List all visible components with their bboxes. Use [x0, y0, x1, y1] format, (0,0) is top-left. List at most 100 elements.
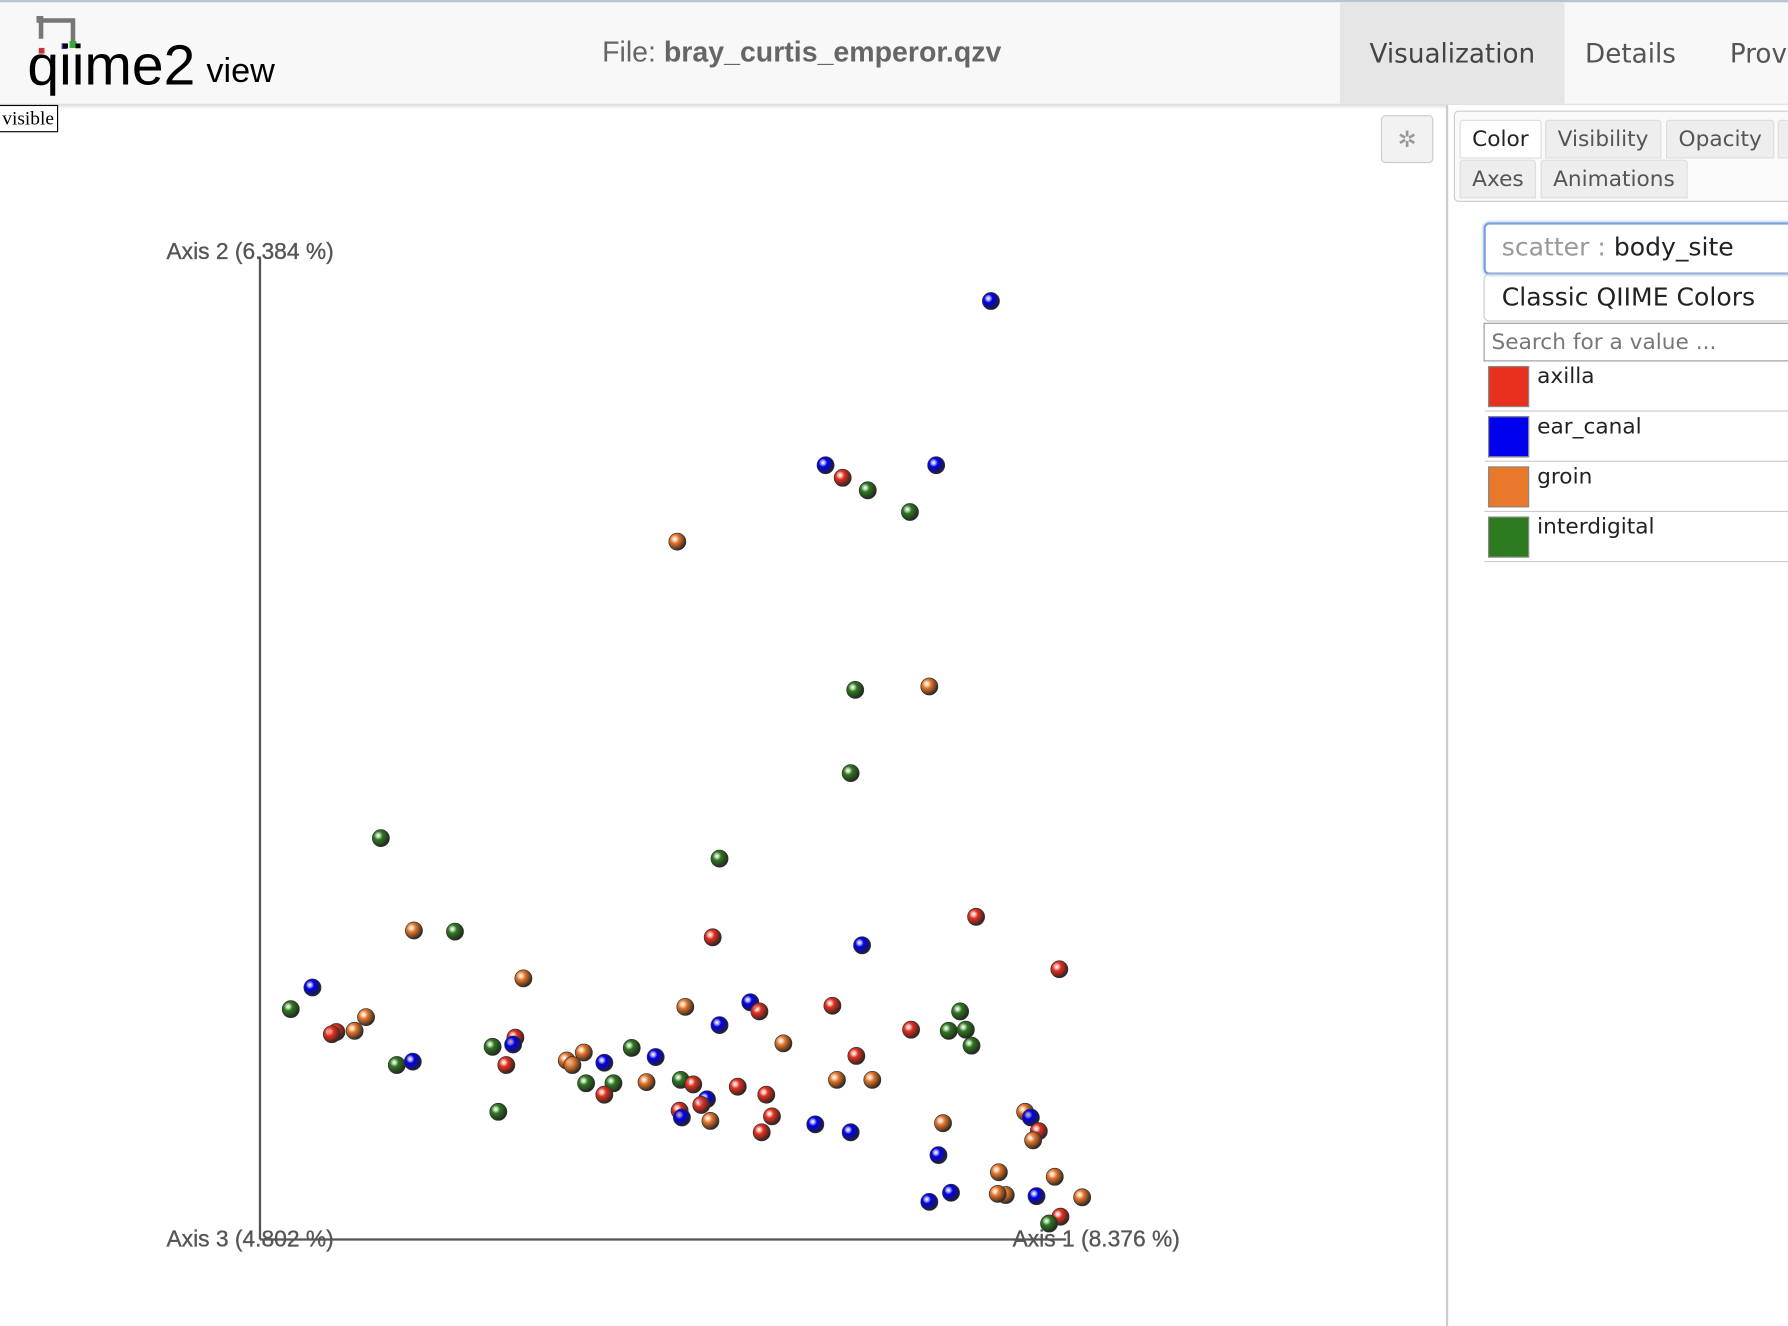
sample-point[interactable] [929, 1146, 948, 1165]
header: qiime2 view File: bray_curtis_emperor.qz… [0, 0, 1788, 105]
sample-point[interactable] [1024, 1131, 1043, 1150]
sample-point[interactable] [692, 1096, 711, 1114]
sample-point[interactable] [577, 1074, 596, 1093]
sample-point[interactable] [846, 680, 865, 699]
sample-point[interactable] [281, 1000, 300, 1019]
sample-point[interactable] [990, 1163, 1008, 1182]
sample-point[interactable] [901, 503, 919, 521]
sample-point[interactable] [489, 1102, 508, 1121]
sample-point[interactable] [863, 1070, 882, 1089]
sample-point[interactable] [853, 936, 871, 955]
sample-point[interactable] [595, 1053, 614, 1072]
tab[interactable]: Prov [1729, 39, 1787, 70]
colormap-select[interactable]: Classic QIIME Colors [1483, 273, 1788, 322]
sample-point[interactable] [774, 1034, 793, 1053]
sample-point[interactable] [1045, 1167, 1064, 1186]
sample-point[interactable] [497, 1056, 516, 1074]
sample-point[interactable] [637, 1073, 656, 1092]
legend-swatch[interactable] [1488, 466, 1530, 508]
sample-point[interactable] [763, 1107, 781, 1126]
sample-point[interactable] [345, 1021, 364, 1040]
legend-swatch[interactable] [1488, 416, 1530, 458]
sample-point[interactable] [1073, 1188, 1092, 1207]
sample-point[interactable] [967, 907, 985, 926]
sample-point[interactable] [684, 1075, 703, 1094]
settings-button[interactable]: ✲ [1380, 115, 1434, 164]
sample-point[interactable] [920, 677, 939, 696]
panel-tab[interactable]: Animations [1540, 159, 1688, 199]
sample-point[interactable] [446, 922, 464, 941]
sample-point[interactable] [757, 1085, 776, 1104]
sample-point[interactable] [673, 1108, 691, 1127]
sample-point[interactable] [841, 1123, 860, 1142]
tab[interactable]: Details [1585, 39, 1676, 70]
sample-point[interactable] [303, 978, 322, 997]
sample-point[interactable] [934, 1114, 952, 1133]
sample-point[interactable] [703, 928, 722, 947]
sample-point[interactable] [1050, 960, 1069, 979]
sample-point[interactable] [816, 456, 835, 475]
sample-point[interactable] [828, 1070, 846, 1089]
sample-point[interactable] [646, 1048, 665, 1066]
legend-swatch[interactable] [1488, 366, 1530, 408]
sample-point[interactable] [1027, 1187, 1046, 1206]
sample-point[interactable] [405, 921, 423, 940]
sample-point[interactable] [858, 481, 877, 500]
sample-point[interactable] [752, 1123, 771, 1142]
sample-point[interactable] [676, 997, 695, 1016]
panel-tab[interactable]: Axes [1459, 159, 1537, 199]
sample-point[interactable] [322, 1025, 341, 1044]
sample-point[interactable] [595, 1085, 614, 1104]
sample-point[interactable] [902, 1020, 920, 1039]
sample-point[interactable] [668, 532, 687, 551]
sample-point[interactable] [728, 1077, 747, 1096]
tab[interactable]: Visualization [1339, 2, 1565, 104]
sample-point[interactable] [927, 456, 946, 475]
sample-point[interactable] [403, 1052, 422, 1071]
legend-label: axilla [1537, 363, 1595, 389]
panel-tab[interactable]: Visibility [1545, 119, 1662, 159]
sample-point[interactable] [357, 1008, 375, 1027]
sample-point[interactable] [833, 468, 852, 487]
legend-swatch[interactable] [1488, 516, 1530, 558]
sample-point[interactable] [483, 1037, 502, 1056]
legend-item[interactable]: ear_canal [1484, 412, 1788, 462]
sample-point[interactable] [806, 1115, 825, 1134]
sample-point[interactable] [750, 1002, 769, 1021]
sample-point[interactable] [1040, 1214, 1058, 1233]
sample-point[interactable] [574, 1043, 593, 1062]
sample-point[interactable] [504, 1035, 523, 1054]
sample-point[interactable] [951, 1002, 970, 1021]
sample-point[interactable] [823, 996, 842, 1015]
sample-point[interactable] [514, 969, 533, 988]
file-title: File: bray_curtis_emperor.qzv [602, 36, 1001, 69]
sample-point[interactable] [563, 1056, 582, 1074]
legend-item[interactable]: axilla [1484, 361, 1788, 412]
legend-item[interactable]: interdigital [1484, 512, 1788, 563]
sample-point[interactable] [956, 1020, 975, 1039]
sample-point[interactable] [988, 1184, 1007, 1203]
sample-point[interactable] [939, 1021, 958, 1040]
sample-point[interactable] [622, 1039, 641, 1057]
panel-tab[interactable]: Opacity [1665, 119, 1775, 159]
sample-point[interactable] [387, 1056, 406, 1074]
panel-tab[interactable]: Color [1459, 119, 1542, 159]
legend-item[interactable]: groin [1484, 462, 1788, 512]
sample-point[interactable] [920, 1192, 939, 1211]
file-name: bray_curtis_emperor.qzv [663, 36, 1002, 69]
sample-point[interactable] [1021, 1108, 1040, 1127]
sample-point[interactable] [847, 1047, 866, 1065]
search-input[interactable]: Search for a value ... [1483, 322, 1788, 362]
sample-point[interactable] [701, 1112, 720, 1130]
panel-tab[interactable] [1777, 119, 1788, 159]
sample-point[interactable] [982, 292, 1000, 310]
sample-point[interactable] [841, 764, 860, 783]
selector[interactable]: scatter : body_site [1483, 222, 1788, 275]
sample-point[interactable] [371, 829, 390, 848]
sample-point[interactable] [710, 849, 729, 868]
sample-point[interactable] [710, 1016, 729, 1035]
sample-point[interactable] [942, 1183, 960, 1202]
sample-point[interactable] [962, 1036, 981, 1055]
side-panel [1445, 104, 1788, 1326]
